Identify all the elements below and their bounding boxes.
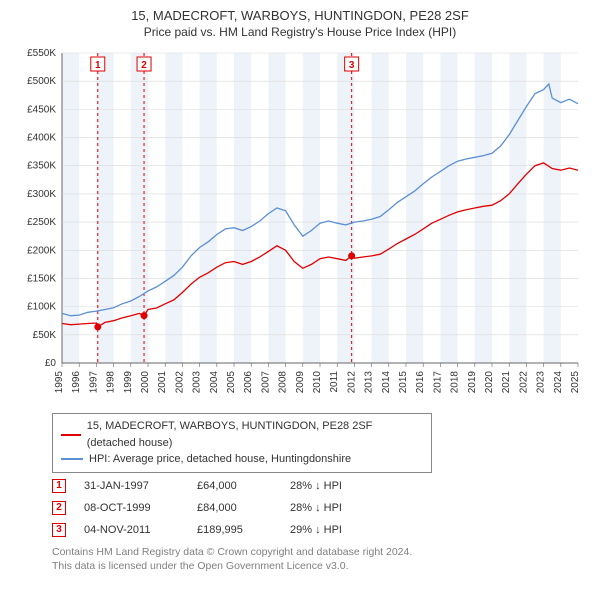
svg-text:2014: 2014 xyxy=(381,371,392,394)
svg-text:2020: 2020 xyxy=(484,371,495,394)
event-price: £84,000 xyxy=(197,502,272,514)
svg-text:2006: 2006 xyxy=(243,371,254,394)
svg-text:3: 3 xyxy=(349,60,355,71)
attribution-line: This data is licensed under the Open Gov… xyxy=(52,559,590,573)
svg-text:1997: 1997 xyxy=(88,371,99,394)
legend-label: 15, MADECROFT, WARBOYS, HUNTINGDON, PE28… xyxy=(87,418,423,451)
event-date: 04-NOV-2011 xyxy=(84,524,179,536)
event-delta: 28% ↓ HPI xyxy=(290,502,385,514)
event-marker-icon: 3 xyxy=(52,523,66,537)
event-delta: 29% ↓ HPI xyxy=(290,524,385,536)
attribution-line: Contains HM Land Registry data © Crown c… xyxy=(52,545,590,559)
svg-text:1999: 1999 xyxy=(123,371,134,394)
svg-text:2008: 2008 xyxy=(278,371,289,394)
svg-text:2021: 2021 xyxy=(501,371,512,394)
svg-text:£0: £0 xyxy=(45,358,57,369)
event-date: 08-OCT-1999 xyxy=(84,502,179,514)
event-marker-icon: 2 xyxy=(52,501,66,515)
svg-text:2023: 2023 xyxy=(536,371,547,394)
svg-text:2016: 2016 xyxy=(415,371,426,394)
svg-text:£100K: £100K xyxy=(27,302,56,313)
svg-text:2003: 2003 xyxy=(192,371,203,394)
svg-text:2: 2 xyxy=(141,60,147,71)
legend-swatch xyxy=(61,434,81,436)
event-price: £189,995 xyxy=(197,524,272,536)
event-marker-icon: 1 xyxy=(52,479,66,493)
event-row: 1 31-JAN-1997 £64,000 28% ↓ HPI xyxy=(52,479,590,493)
svg-text:£50K: £50K xyxy=(33,330,57,341)
svg-text:2009: 2009 xyxy=(295,371,306,394)
event-row: 3 04-NOV-2011 £189,995 29% ↓ HPI xyxy=(52,523,590,537)
svg-text:£300K: £300K xyxy=(27,189,56,200)
svg-text:2013: 2013 xyxy=(364,371,375,394)
svg-text:£500K: £500K xyxy=(27,76,56,87)
svg-text:2025: 2025 xyxy=(570,371,581,394)
legend-label: HPI: Average price, detached house, Hunt… xyxy=(89,451,351,468)
svg-text:2011: 2011 xyxy=(329,371,340,393)
chart-subtitle: Price paid vs. HM Land Registry's House … xyxy=(10,25,590,39)
svg-text:2007: 2007 xyxy=(260,371,271,394)
svg-text:£150K: £150K xyxy=(27,273,56,284)
svg-text:2015: 2015 xyxy=(398,371,409,394)
svg-text:2018: 2018 xyxy=(450,371,461,394)
event-price: £64,000 xyxy=(197,480,272,492)
svg-text:£450K: £450K xyxy=(27,104,56,115)
attribution-text: Contains HM Land Registry data © Crown c… xyxy=(52,545,590,573)
event-date: 31-JAN-1997 xyxy=(84,480,179,492)
legend-item-hpi: HPI: Average price, detached house, Hunt… xyxy=(61,451,423,468)
event-delta: 28% ↓ HPI xyxy=(290,480,385,492)
legend-box: 15, MADECROFT, WARBOYS, HUNTINGDON, PE28… xyxy=(52,413,432,473)
svg-text:£400K: £400K xyxy=(27,133,56,144)
svg-text:2022: 2022 xyxy=(518,371,529,394)
chart-container: 15, MADECROFT, WARBOYS, HUNTINGDON, PE28… xyxy=(0,0,600,590)
legend-item-price-paid: 15, MADECROFT, WARBOYS, HUNTINGDON, PE28… xyxy=(61,418,423,451)
chart-plot: £0 £50K £100K £150K £200K £250K £300K £350K £400… xyxy=(10,45,590,405)
svg-text:£550K: £550K xyxy=(27,48,56,59)
svg-text:1996: 1996 xyxy=(71,371,82,394)
svg-text:1995: 1995 xyxy=(54,371,65,394)
svg-text:2012: 2012 xyxy=(346,371,357,394)
svg-text:£250K: £250K xyxy=(27,217,56,228)
svg-text:2017: 2017 xyxy=(432,371,443,394)
svg-text:1: 1 xyxy=(95,60,101,71)
svg-text:2010: 2010 xyxy=(312,371,323,394)
legend-swatch xyxy=(61,458,83,460)
event-row: 2 08-OCT-1999 £84,000 28% ↓ HPI xyxy=(52,501,590,515)
line-chart-svg: £0 £50K £100K £150K £200K £250K £300K £350K £400… xyxy=(10,45,590,405)
svg-text:2024: 2024 xyxy=(553,371,564,394)
chart-title: 15, MADECROFT, WARBOYS, HUNTINGDON, PE28… xyxy=(10,8,590,23)
svg-text:2001: 2001 xyxy=(157,371,168,394)
svg-text:2004: 2004 xyxy=(209,371,220,394)
svg-text:2000: 2000 xyxy=(140,371,151,394)
svg-text:£200K: £200K xyxy=(27,245,56,256)
svg-text:1998: 1998 xyxy=(106,371,117,394)
svg-text:2019: 2019 xyxy=(467,371,478,394)
svg-text:2002: 2002 xyxy=(174,371,185,394)
events-table: 1 31-JAN-1997 £64,000 28% ↓ HPI 2 08-OCT-1999… xyxy=(52,479,590,537)
svg-text:2005: 2005 xyxy=(226,371,237,394)
svg-text:£350K: £350K xyxy=(27,161,56,172)
